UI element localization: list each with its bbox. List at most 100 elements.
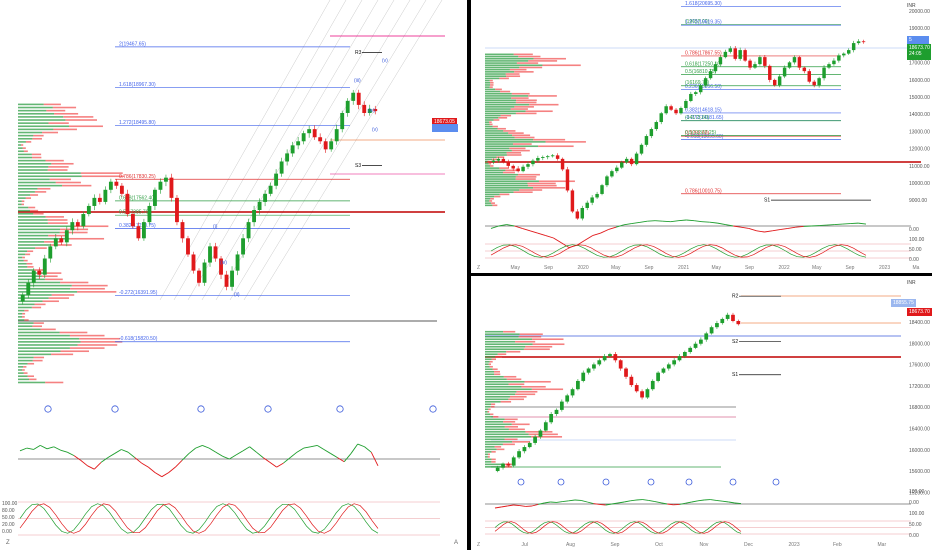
candle-body (279, 161, 284, 174)
oscillator-segment (168, 466, 176, 473)
left-chart-svg[interactable]: 2(19467.65) 1.618(18967.30) 1.272(18495.80… (0, 0, 467, 550)
volume-profile-bar (43, 103, 61, 106)
volume-profile-bar (515, 176, 537, 178)
candle-body (526, 164, 530, 167)
candle-body (362, 104, 367, 113)
candle-body (677, 356, 682, 361)
oscillator-segment (623, 223, 632, 226)
candle-body (59, 238, 64, 243)
volume-profile-bar (23, 150, 28, 153)
volume-profile-bar (485, 370, 494, 373)
candle-body (629, 158, 634, 165)
volume-profile-bar (485, 77, 500, 80)
volume-profile-bar (511, 92, 530, 95)
volume-profile-bar (33, 356, 45, 359)
x-axis-tick: 2021 (678, 265, 689, 271)
volume-profile-bar (485, 84, 491, 86)
stoch-d-line (494, 521, 742, 534)
y-axis-tick: 11000.00 (909, 164, 930, 170)
candle-body (608, 354, 612, 357)
volume-profile-bar (23, 372, 28, 374)
volume-profile-bar (18, 375, 28, 378)
fib-level-label: (13292.60) (685, 131, 710, 137)
left-zoom-mark[interactable]: Z (6, 540, 10, 546)
volume-profile-bar (55, 181, 81, 184)
volume-profile-bar (485, 136, 515, 139)
volume-profile-bar (18, 162, 52, 165)
candle-body (356, 92, 361, 105)
candle-body (575, 211, 580, 219)
oscillator-segment (310, 444, 318, 448)
earnings-event-icon (557, 478, 565, 486)
candle-body (531, 160, 535, 165)
oscillator-tick: 0.00 (909, 500, 919, 506)
candle-body (753, 64, 757, 68)
volume-profile-bar (491, 358, 497, 361)
oscillator-segment (599, 503, 606, 506)
volume-profile-bar (498, 117, 508, 119)
volume-profile-bar (485, 353, 498, 356)
trend-channel-line (201, 0, 379, 301)
bottom-right-chart-svg[interactable]: S2 S1 R2 18400.00 18000.00 17600.00 17200.00 16… (471, 276, 932, 550)
volume-profile-bar (40, 328, 56, 331)
volume-profile-bar (542, 64, 581, 67)
volume-profile-bar (18, 206, 29, 209)
oscillator-segment (756, 230, 765, 233)
x-axis-tick: 2023 (789, 542, 800, 548)
candle-body (26, 282, 31, 295)
top-right-chart-svg[interactable]: 1.618(20695.30) (19657.00)1.272(19619.35)… (471, 0, 932, 273)
volume-profile-bar (18, 359, 33, 362)
volume-profile-bar (31, 306, 42, 309)
volume-profile-bar (509, 395, 527, 398)
oscillator-segment (740, 226, 749, 229)
volume-profile-bar (30, 209, 39, 212)
volume-profile-bar (491, 403, 496, 406)
volume-profile-bar (538, 180, 575, 183)
elliott-wave-label: (iii) (354, 78, 361, 84)
volume-profile-bar (487, 411, 490, 413)
fib-level-label: -0.618(13095.60) (685, 134, 724, 140)
oscillator-segment (256, 451, 264, 458)
volume-profile-bar (485, 176, 516, 178)
volume-profile-bar (492, 368, 498, 371)
volume-profile-bar (32, 325, 43, 328)
candle-body (689, 93, 693, 101)
oscillator-tick: 100.00 (909, 237, 925, 243)
candle-body (496, 158, 501, 161)
volume-profile-bar (485, 428, 509, 431)
pivot-label: S3 (355, 163, 361, 169)
earnings-event-icon (772, 478, 780, 486)
volume-profile-bar (18, 297, 49, 299)
candle-body (723, 51, 728, 58)
volume-profile-bar (505, 73, 520, 75)
volume-profile-bar (504, 426, 518, 428)
candle-body (666, 364, 671, 369)
volume-profile-bar (77, 291, 117, 293)
candle-body (763, 57, 767, 66)
x-axis-tick: Nov (700, 542, 709, 548)
volume-profile-bar (18, 109, 47, 112)
candle-body (511, 457, 516, 466)
left-auto-mark[interactable]: A (454, 540, 459, 546)
volume-profile-bar (18, 187, 38, 190)
volume-profile-bar (32, 156, 42, 159)
volume-profile-bar (33, 212, 44, 215)
volume-profile-bar (485, 416, 494, 418)
oscillator-segment (316, 445, 325, 450)
volume-profile-bar (80, 172, 123, 174)
volume-profile-bar (485, 378, 507, 381)
volume-profile-bar (495, 88, 502, 91)
candle-body (158, 181, 163, 190)
elliott-wave-label: (v) (372, 127, 378, 133)
y-axis-tick: 18000.00 (909, 341, 930, 347)
elliott-wave-label: (ii) (234, 292, 240, 298)
oscillator-segment (370, 451, 379, 467)
volume-profile-bar (485, 147, 510, 150)
volume-profile-bar (71, 284, 108, 287)
candle-body (620, 162, 624, 168)
volume-profile-bar (18, 175, 82, 178)
top-right-price-tag: 18673.70 24:05 (907, 44, 931, 60)
volume-profile-bar (485, 114, 501, 117)
candle-body (639, 144, 644, 154)
top-right-price-countdown: 24:05 (909, 51, 922, 57)
